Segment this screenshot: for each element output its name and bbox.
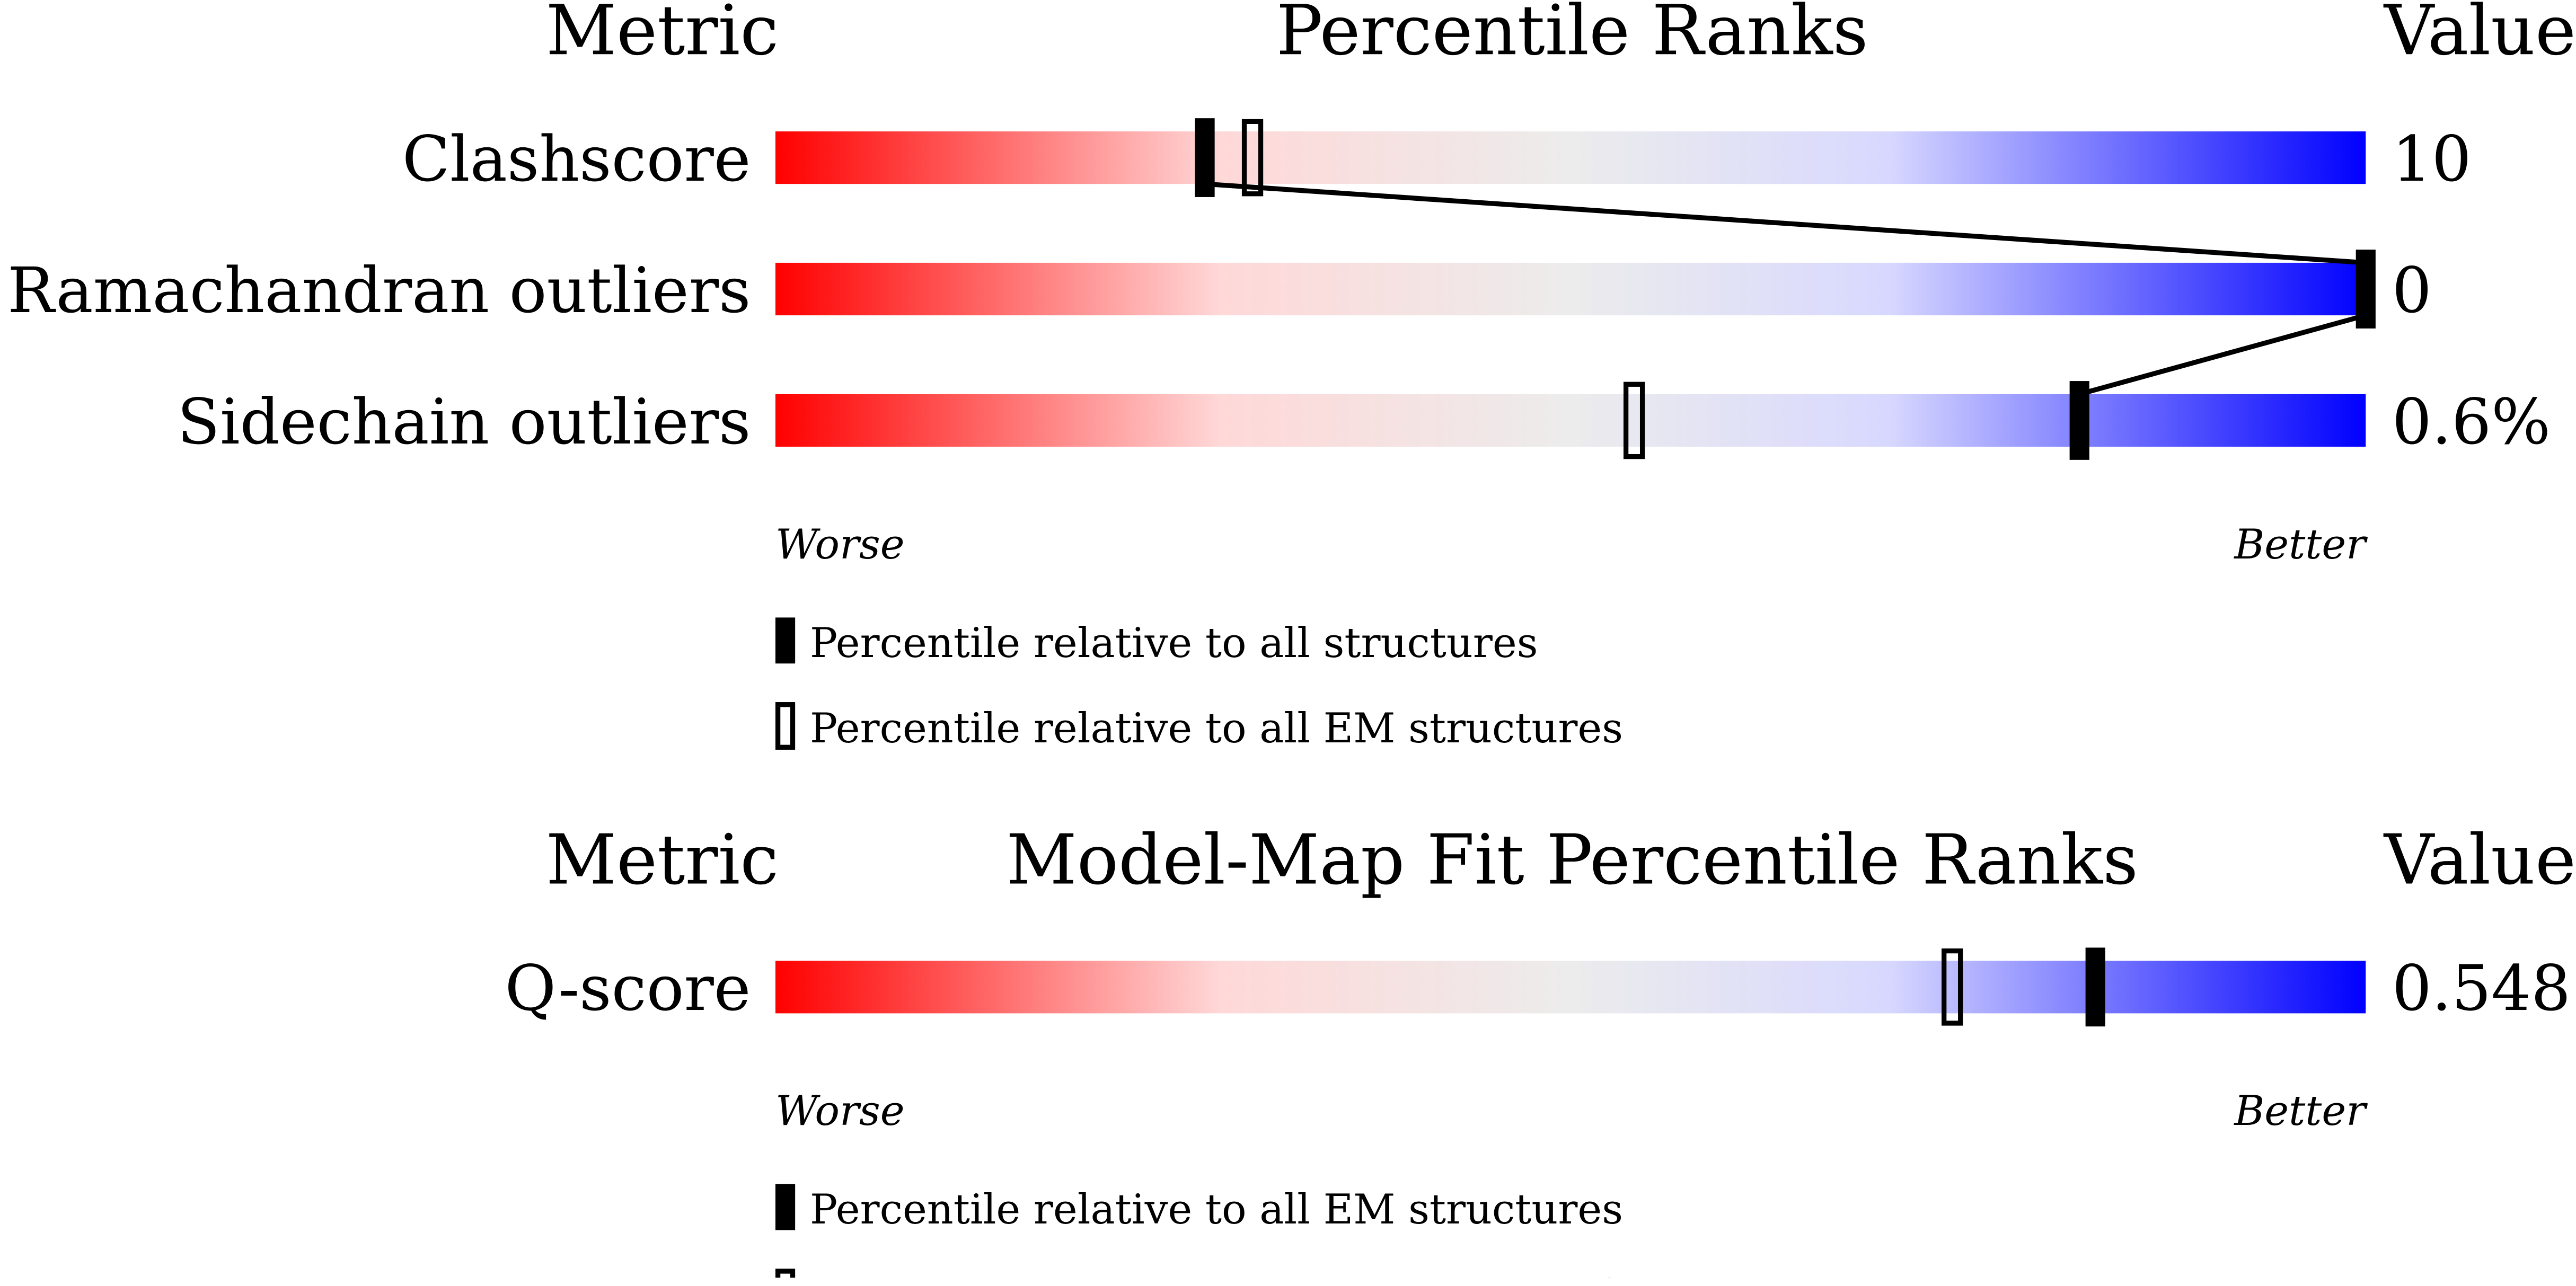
chart-title: Percentile Ranks [1276, 0, 1868, 70]
value-header: Value [2383, 0, 2576, 70]
panel-1: Metric Percentile Ranks Value Clashscore 10 R… [7, 0, 2576, 752]
marker-em [1623, 382, 1645, 459]
connector-line [2078, 313, 2367, 397]
connector-line [1204, 181, 2366, 265]
marker-em [1942, 948, 1963, 1026]
better-label: Better [2233, 521, 2368, 569]
metric-label: Ramachandran outliers [7, 254, 751, 327]
value-header: Value [2383, 820, 2576, 900]
metric-header: Metric [546, 0, 779, 70]
metric-header: Metric [546, 820, 779, 900]
worse-label: Worse [775, 521, 905, 569]
chart-title: Model-Map Fit Percentile Ranks [1006, 820, 2138, 900]
metric-value: 0.6% [2392, 386, 2551, 458]
legend-open-icon [775, 702, 796, 750]
percentile-bar [775, 262, 2366, 316]
legend-filled-icon [775, 617, 796, 664]
better-label: Better [2233, 1087, 2368, 1135]
percentile-bar [775, 394, 2366, 447]
marker-em [1241, 119, 1264, 197]
legend-filled-label: Percentile relative to all structures [810, 619, 1538, 667]
legend-open-label: Percentile relative to all EM structures [810, 705, 1623, 752]
percentile-bar [775, 961, 2366, 1014]
legend-open-icon [775, 1269, 796, 1286]
panel-2: Metric Model-Map Fit Percentile Ranks Valu… [505, 820, 2576, 1286]
marker-all [2085, 947, 2105, 1027]
worse-label: Worse [775, 1087, 905, 1135]
metric-label: Q-score [505, 952, 751, 1025]
legend-filled-label: Percentile relative to all EM structures [810, 1186, 1623, 1234]
percentile-bar [775, 131, 2366, 184]
metric-label: Sidechain outliers [177, 386, 751, 458]
legend-filled-icon [775, 1184, 796, 1230]
legend-open-label: Percentile relative to EM structures of … [810, 1271, 1992, 1278]
metric-label: Clashscore [402, 123, 751, 196]
metric-value: 0.548 [2392, 952, 2571, 1025]
metric-value: 10 [2392, 123, 2472, 196]
metric-value: 0 [2392, 254, 2432, 327]
